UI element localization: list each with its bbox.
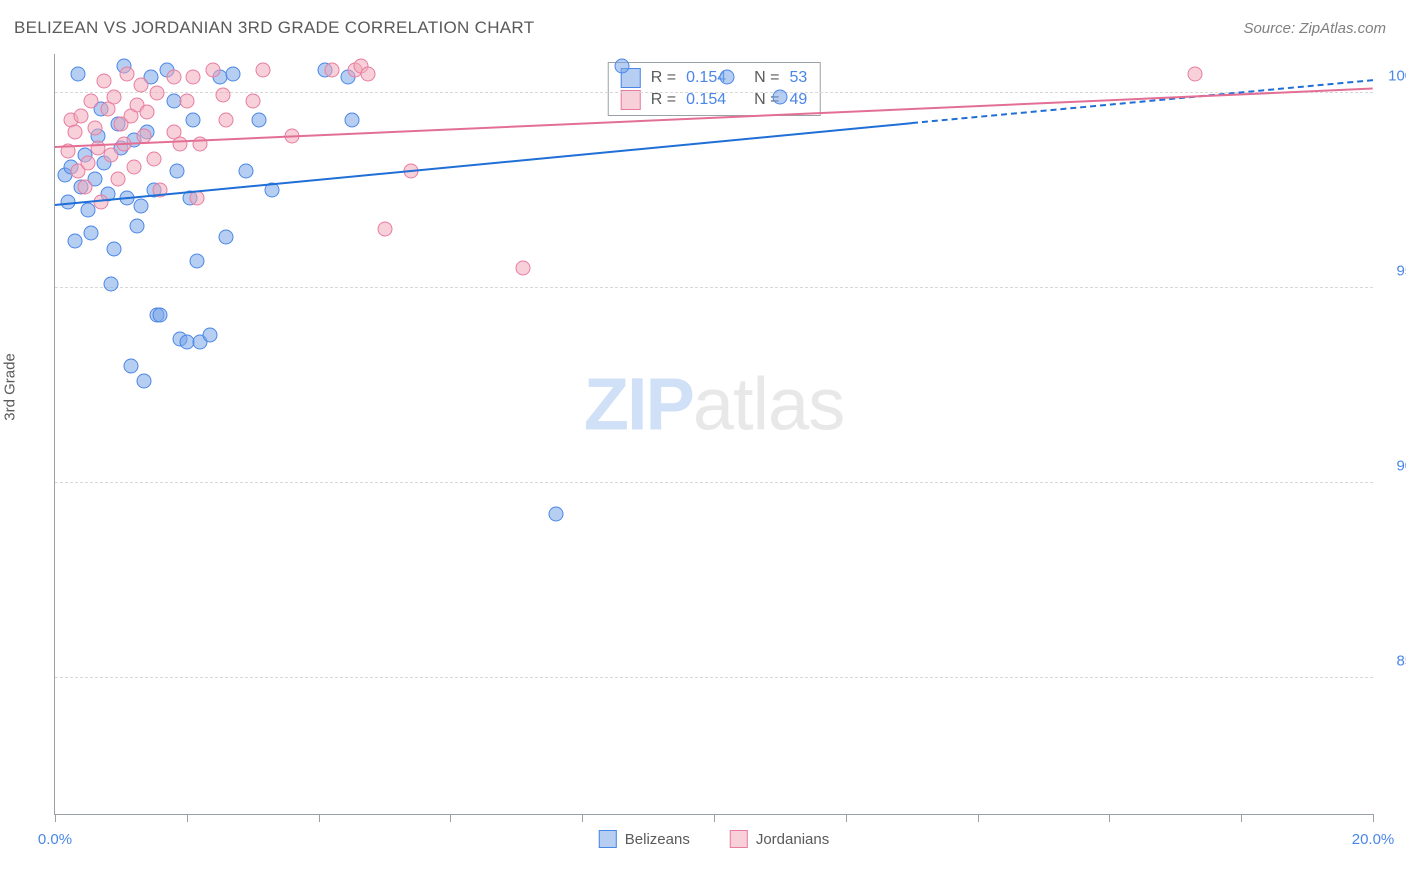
data-point bbox=[127, 160, 142, 175]
data-point bbox=[74, 109, 89, 124]
chart-title: BELIZEAN VS JORDANIAN 3RD GRADE CORRELAT… bbox=[14, 18, 534, 38]
stats-legend-box: R =0.154N =53R =0.154N =49 bbox=[608, 62, 821, 116]
data-point bbox=[110, 171, 125, 186]
stat-n-label: N = bbox=[754, 67, 779, 89]
x-tick bbox=[978, 814, 979, 822]
legend-label: Belizeans bbox=[625, 831, 690, 848]
x-tick bbox=[846, 814, 847, 822]
data-point bbox=[67, 124, 82, 139]
y-tick-label: 95.0% bbox=[1379, 262, 1406, 279]
data-point bbox=[720, 70, 735, 85]
data-point bbox=[67, 234, 82, 249]
data-point bbox=[186, 70, 201, 85]
x-tick bbox=[187, 814, 188, 822]
trend-line bbox=[912, 79, 1373, 124]
data-point bbox=[120, 66, 135, 81]
data-point bbox=[219, 113, 234, 128]
x-tick bbox=[1109, 814, 1110, 822]
data-point bbox=[206, 62, 221, 77]
watermark: ZIPatlas bbox=[584, 361, 844, 446]
legend-item: Jordanians bbox=[730, 830, 829, 848]
data-point bbox=[239, 163, 254, 178]
data-point bbox=[255, 62, 270, 77]
legend-swatch bbox=[730, 830, 748, 848]
gridline bbox=[55, 482, 1373, 483]
data-point bbox=[179, 93, 194, 108]
watermark-atlas: atlas bbox=[693, 362, 844, 445]
data-point bbox=[377, 222, 392, 237]
data-point bbox=[84, 93, 99, 108]
data-point bbox=[361, 66, 376, 81]
data-point bbox=[515, 261, 530, 276]
y-axis-label: 3rd Grade bbox=[2, 353, 19, 421]
data-point bbox=[77, 179, 92, 194]
data-point bbox=[107, 89, 122, 104]
data-point bbox=[150, 85, 165, 100]
data-point bbox=[71, 66, 86, 81]
series-legend: Belizeans Jordanians bbox=[599, 830, 829, 848]
stats-row: R =0.154N =53 bbox=[621, 67, 808, 89]
data-point bbox=[97, 74, 112, 89]
x-tick bbox=[582, 814, 583, 822]
legend-label: Jordanians bbox=[756, 831, 829, 848]
legend-swatch bbox=[621, 90, 641, 110]
data-point bbox=[216, 87, 231, 102]
data-point bbox=[772, 89, 787, 104]
data-point bbox=[146, 152, 161, 167]
data-point bbox=[166, 70, 181, 85]
data-point bbox=[107, 241, 122, 256]
data-point bbox=[87, 121, 102, 136]
stat-r-label: R = bbox=[651, 67, 676, 89]
data-point bbox=[130, 218, 145, 233]
data-point bbox=[189, 253, 204, 268]
data-point bbox=[1188, 66, 1203, 81]
data-point bbox=[123, 358, 138, 373]
data-point bbox=[104, 276, 119, 291]
data-point bbox=[153, 308, 168, 323]
data-point bbox=[614, 58, 629, 73]
gridline bbox=[55, 677, 1373, 678]
source-label: Source: ZipAtlas.com bbox=[1243, 20, 1386, 37]
scatter-plot: ZIPatlas R =0.154N =53R =0.154N =49 Beli… bbox=[54, 54, 1373, 815]
y-tick-label: 100.0% bbox=[1379, 67, 1406, 84]
data-point bbox=[245, 93, 260, 108]
data-point bbox=[80, 156, 95, 171]
x-tick bbox=[319, 814, 320, 822]
y-tick-label: 90.0% bbox=[1379, 457, 1406, 474]
data-point bbox=[186, 113, 201, 128]
data-point bbox=[548, 506, 563, 521]
x-tick bbox=[1373, 814, 1374, 822]
data-point bbox=[136, 374, 151, 389]
data-point bbox=[324, 62, 339, 77]
data-point bbox=[219, 230, 234, 245]
legend-item: Belizeans bbox=[599, 830, 690, 848]
watermark-zip: ZIP bbox=[584, 362, 693, 445]
data-point bbox=[225, 66, 240, 81]
x-tick bbox=[714, 814, 715, 822]
x-tick bbox=[1241, 814, 1242, 822]
data-point bbox=[133, 199, 148, 214]
x-tick-label: 0.0% bbox=[38, 831, 72, 848]
x-tick bbox=[55, 814, 56, 822]
y-tick-label: 85.0% bbox=[1379, 652, 1406, 669]
data-point bbox=[252, 113, 267, 128]
data-point bbox=[344, 113, 359, 128]
data-point bbox=[202, 327, 217, 342]
data-point bbox=[94, 195, 109, 210]
data-point bbox=[104, 148, 119, 163]
data-point bbox=[169, 163, 184, 178]
data-point bbox=[140, 105, 155, 120]
x-tick-label: 20.0% bbox=[1352, 831, 1395, 848]
legend-swatch bbox=[599, 830, 617, 848]
data-point bbox=[173, 136, 188, 151]
data-point bbox=[133, 78, 148, 93]
x-tick bbox=[450, 814, 451, 822]
gridline bbox=[55, 287, 1373, 288]
data-point bbox=[84, 226, 99, 241]
trend-line bbox=[55, 122, 912, 206]
stat-n-value: 53 bbox=[789, 67, 807, 89]
